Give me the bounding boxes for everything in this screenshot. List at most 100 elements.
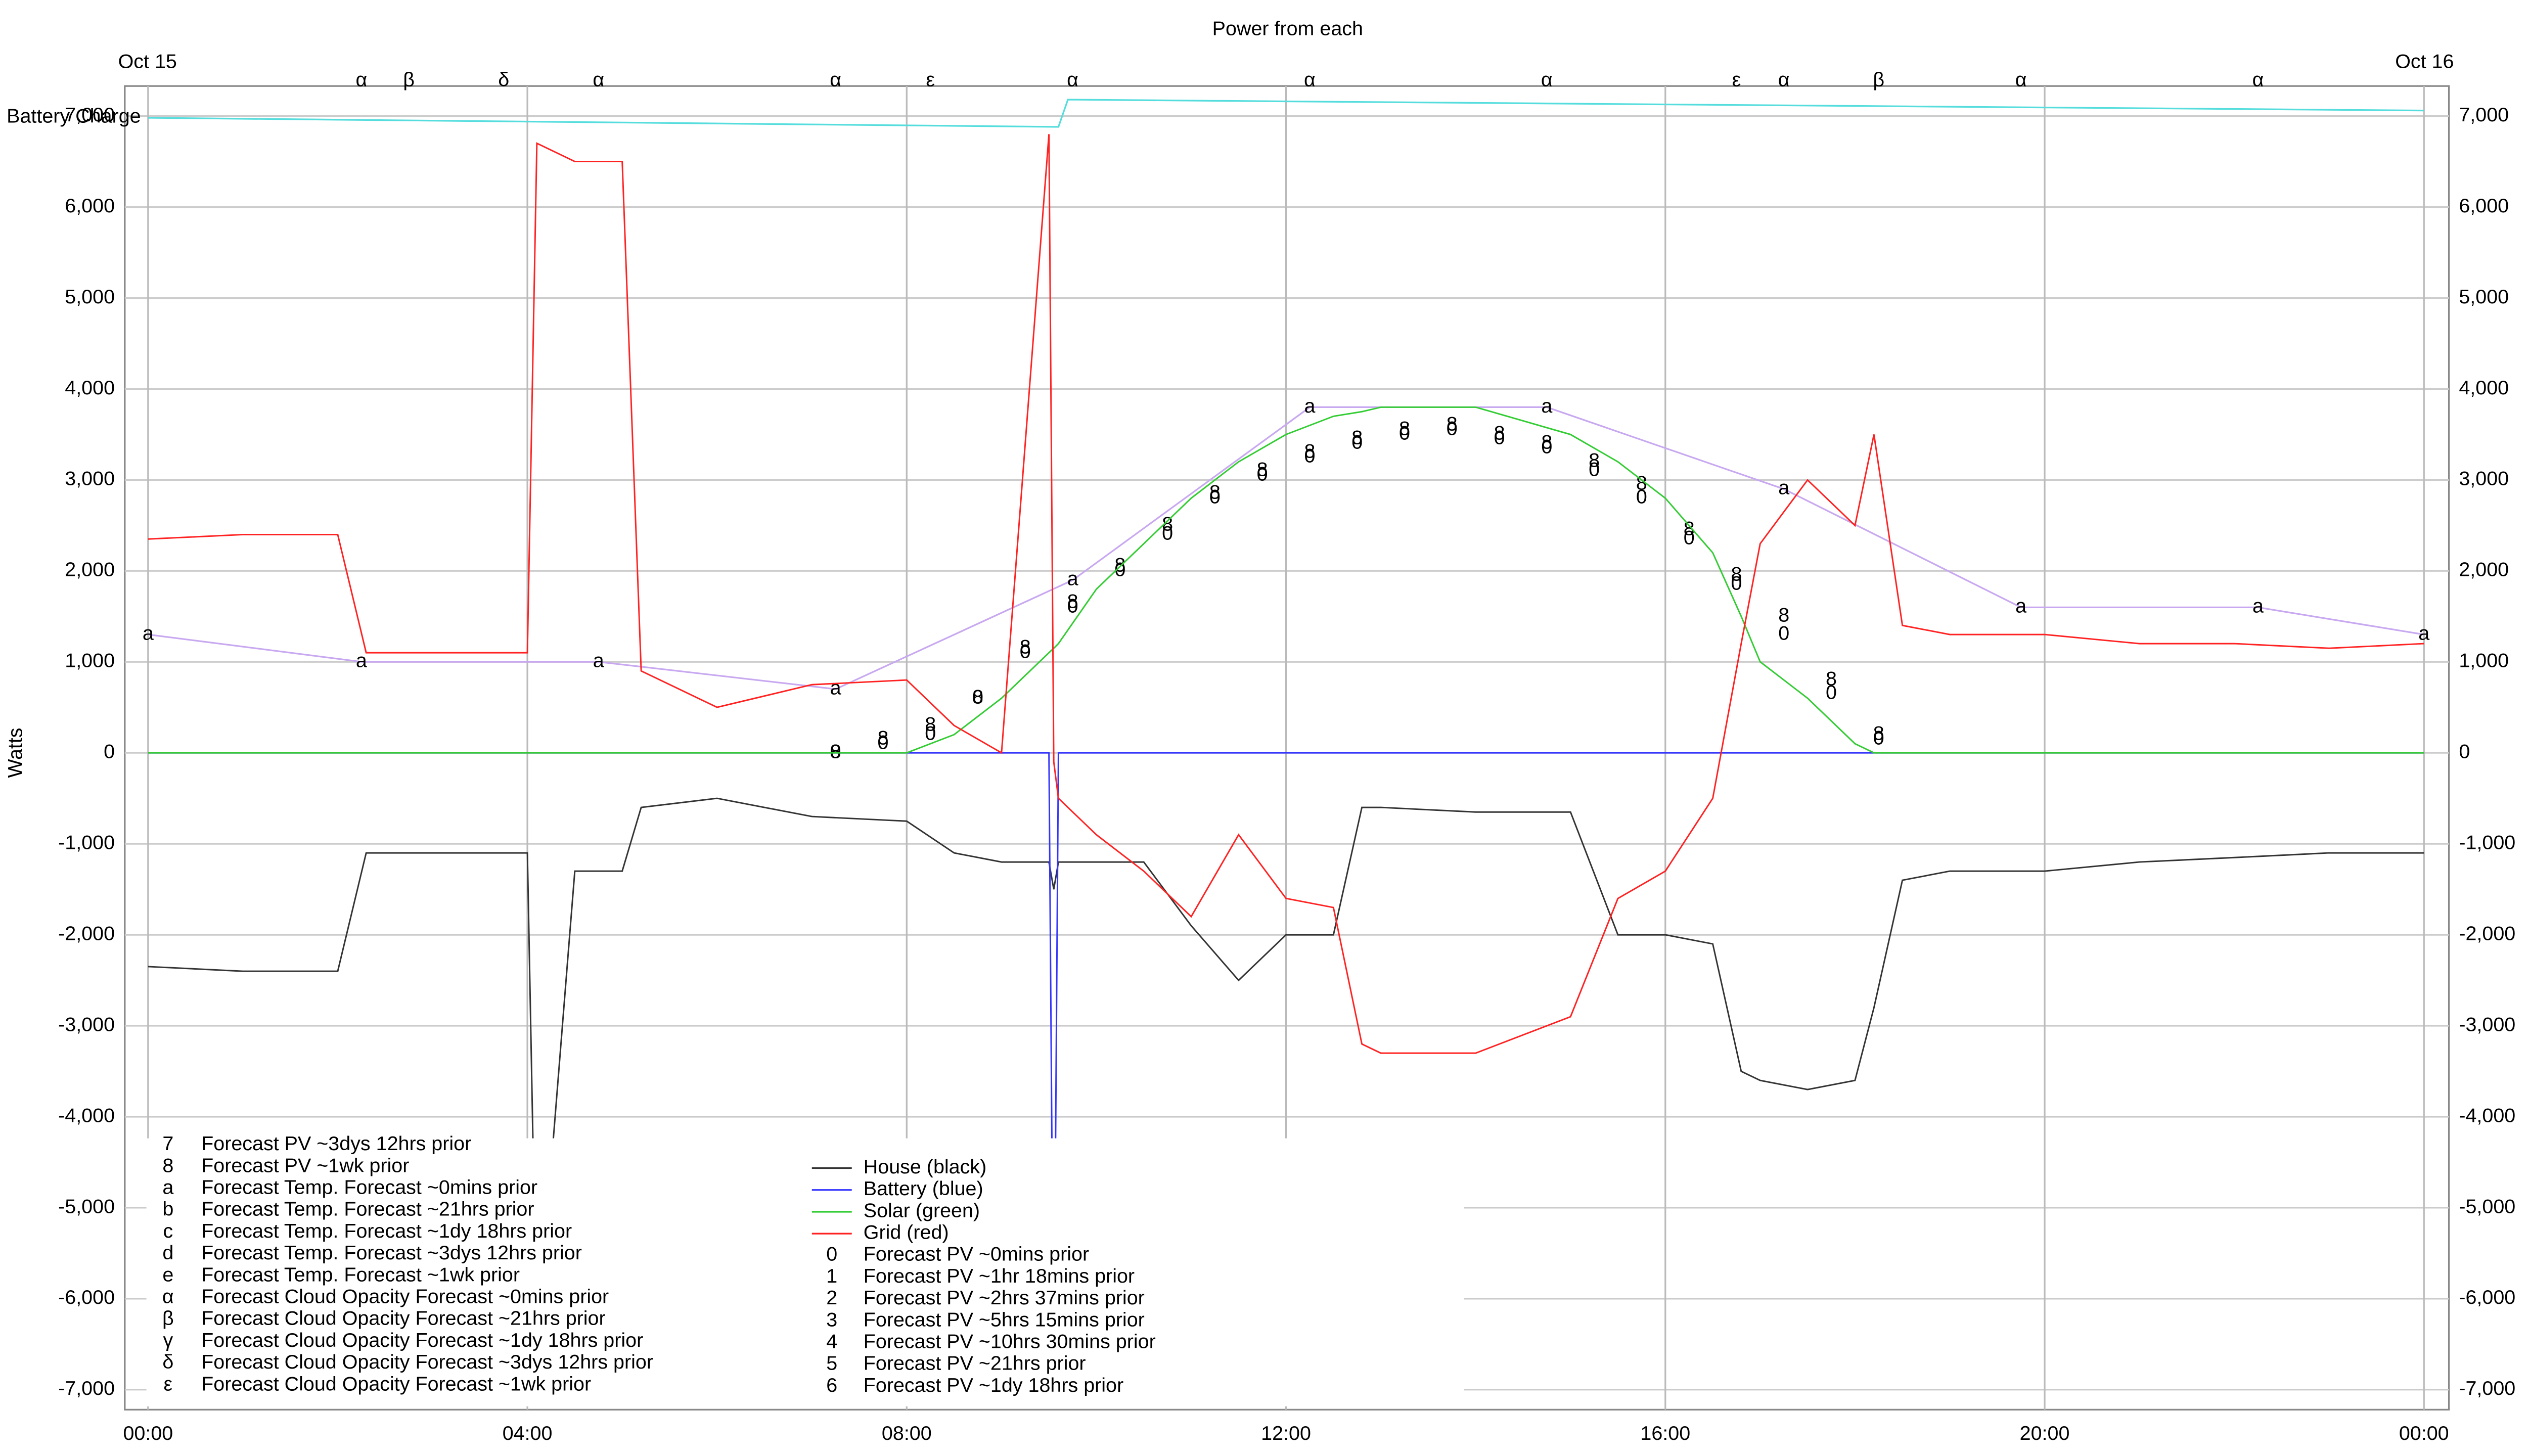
legend-symbol: 3 bbox=[826, 1308, 837, 1331]
y2-tick-label: 5,000 bbox=[2459, 286, 2509, 308]
y2-tick-label: 1,000 bbox=[2459, 650, 2509, 672]
legend-symbol: 4 bbox=[826, 1331, 837, 1353]
y2-tick-label: -2,000 bbox=[2459, 923, 2515, 945]
forecast-marker: 8 bbox=[1447, 413, 1458, 435]
y-tick-label: 7,000 bbox=[65, 104, 115, 126]
legend-label: Forecast PV ~1hr 18mins prior bbox=[864, 1265, 1135, 1287]
y-tick-label: -5,000 bbox=[58, 1195, 115, 1217]
legend-symbol: β bbox=[162, 1307, 174, 1330]
y2-tick-label: 4,000 bbox=[2459, 377, 2509, 399]
cloud-marker: α bbox=[1778, 69, 1790, 91]
forecast-marker: 8 bbox=[1257, 459, 1268, 481]
forecast-marker: 0 bbox=[1447, 418, 1458, 440]
forecast-marker: a bbox=[2015, 595, 2026, 617]
forecast-marker: a bbox=[2418, 622, 2429, 645]
forecast-marker: a bbox=[2252, 595, 2264, 617]
y-tick-label: 2,000 bbox=[65, 559, 115, 581]
legend-symbol: ε bbox=[164, 1373, 173, 1395]
forecast-marker: 0 bbox=[830, 741, 841, 763]
forecast-marker: a bbox=[1304, 395, 1315, 417]
forecast-marker: 8 bbox=[1020, 636, 1031, 658]
forecast-marker: 8 bbox=[925, 713, 936, 736]
legend-label: Forecast Cloud Opacity Forecast ~21hrs p… bbox=[201, 1307, 606, 1330]
legend-box bbox=[146, 1138, 1464, 1406]
battery-charge-line bbox=[148, 99, 2424, 128]
forecast-marker: 8 bbox=[1494, 422, 1505, 444]
y2-tick-label: -7,000 bbox=[2459, 1377, 2515, 1399]
legend-symbol: δ bbox=[162, 1351, 173, 1373]
legend-label: Battery (blue) bbox=[864, 1177, 983, 1200]
forecast-marker: 0 bbox=[1873, 727, 1884, 749]
date-label: Oct 15 bbox=[118, 51, 177, 73]
cloud-marker: α bbox=[2015, 69, 2027, 91]
legend-label: Forecast Temp. Forecast ~3dys 12hrs prio… bbox=[201, 1242, 582, 1264]
cloud-marker: α bbox=[593, 69, 604, 91]
y-tick-label: -3,000 bbox=[58, 1013, 115, 1035]
legend-label: Forecast Temp. Forecast ~1dy 18hrs prior bbox=[201, 1220, 572, 1242]
y-tick-label: -4,000 bbox=[58, 1104, 115, 1126]
y2-tick-label: -1,000 bbox=[2459, 832, 2515, 854]
forecast-marker: 8 bbox=[877, 727, 888, 749]
forecast-marker: 8 bbox=[1067, 590, 1078, 613]
y2-tick-label: 6,000 bbox=[2459, 195, 2509, 217]
legend-symbol: a bbox=[162, 1176, 173, 1199]
x-tick-label: 00:00 bbox=[123, 1422, 173, 1444]
cloud-marker: α bbox=[2252, 69, 2264, 91]
x-tick-label: 16:00 bbox=[1640, 1422, 1690, 1444]
legend-label: Forecast PV ~0mins prior bbox=[864, 1243, 1089, 1265]
cloud-marker: α bbox=[1067, 69, 1078, 91]
forecast-marker: a bbox=[830, 677, 841, 699]
legend-label: Forecast Cloud Opacity Forecast ~1wk pri… bbox=[201, 1373, 591, 1395]
legend-label: Forecast PV ~5hrs 15mins prior bbox=[864, 1308, 1145, 1331]
legend-label: Solar (green) bbox=[864, 1199, 980, 1221]
legend-label: Forecast PV ~2hrs 37mins prior bbox=[864, 1287, 1145, 1309]
forecast-marker: 8 bbox=[1399, 418, 1410, 440]
cloud-marker: β bbox=[403, 69, 415, 91]
cloud-marker: α bbox=[1541, 69, 1553, 91]
legend-label: Forecast Temp. Forecast ~0mins prior bbox=[201, 1176, 537, 1199]
forecast-marker: 8 bbox=[1209, 481, 1221, 504]
forecast-marker: 0 bbox=[1731, 572, 1742, 595]
legend-symbol: e bbox=[162, 1263, 173, 1286]
legend-symbol: 7 bbox=[162, 1132, 173, 1155]
forecast-marker: 8 bbox=[972, 686, 983, 708]
y-tick-label: 5,000 bbox=[65, 286, 115, 308]
legend-label: House (black) bbox=[864, 1156, 986, 1178]
legend-label: Forecast PV ~3dys 12hrs prior bbox=[201, 1132, 471, 1155]
y2-tick-label: -5,000 bbox=[2459, 1195, 2515, 1217]
cloud-marker: α bbox=[1304, 69, 1316, 91]
forecast-marker: 8 bbox=[1826, 668, 1837, 690]
forecast-marker: 0 bbox=[972, 686, 983, 708]
series-line bbox=[148, 406, 2424, 754]
forecast-marker: 0 bbox=[1541, 436, 1552, 458]
cloud-marker: ε bbox=[1732, 69, 1741, 91]
legend: 7 Forecast PV ~3dys 12hrs prior 8 Forecast … bbox=[146, 1132, 1464, 1406]
y-tick-label: -2,000 bbox=[58, 923, 115, 945]
forecast-marker: 0 bbox=[1209, 486, 1221, 508]
legend-symbol: 2 bbox=[826, 1287, 837, 1309]
forecast-marker: 8 bbox=[1351, 427, 1363, 449]
battery-charge-label: Battery Charge bbox=[7, 105, 141, 127]
forecast-marker: 8 bbox=[1589, 449, 1600, 472]
forecast-marker: a bbox=[143, 622, 154, 645]
series-line bbox=[148, 134, 2424, 1054]
y2-tick-label: -3,000 bbox=[2459, 1013, 2515, 1035]
forecast-marker: 0 bbox=[1399, 422, 1410, 444]
date-label: Oct 16 bbox=[2395, 51, 2454, 73]
forecast-marker: 0 bbox=[1589, 459, 1600, 481]
forecast-marker: a bbox=[356, 650, 367, 672]
forecast-marker: 0 bbox=[1778, 622, 1789, 645]
forecast-marker: 0 bbox=[1826, 681, 1837, 704]
y2-tick-label: 7,000 bbox=[2459, 104, 2509, 126]
y-tick-label: 6,000 bbox=[65, 195, 115, 217]
y2-tick-label: -4,000 bbox=[2459, 1104, 2515, 1126]
forecast-marker: 8 bbox=[830, 741, 841, 763]
legend-label: Forecast Temp. Forecast ~21hrs prior bbox=[201, 1198, 534, 1220]
y-axis-label: Watts bbox=[4, 728, 26, 778]
legend-symbol: γ bbox=[163, 1329, 173, 1351]
forecast-marker: 8 bbox=[1778, 604, 1789, 626]
forecast-marker: 0 bbox=[1636, 486, 1647, 508]
